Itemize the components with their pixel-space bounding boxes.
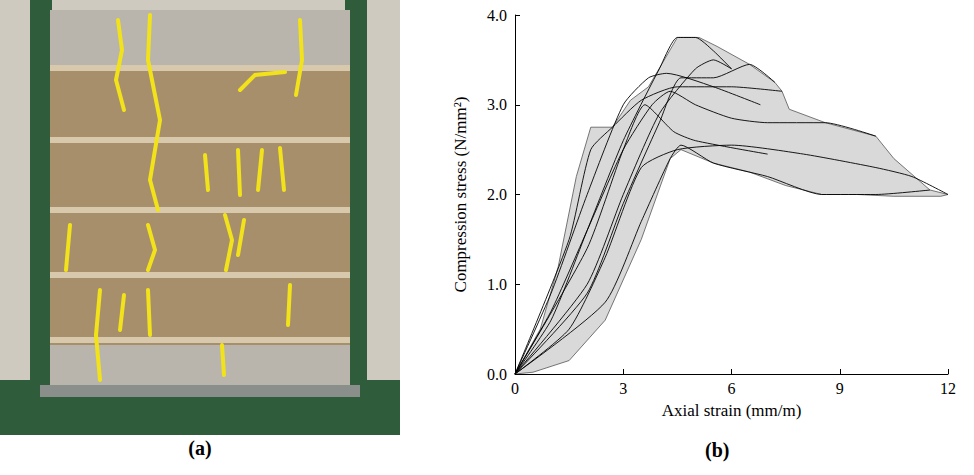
html-text:(a): (a) bbox=[188, 437, 212, 459]
svg-text:(b): (b) bbox=[705, 439, 729, 462]
svg-text:3.0: 3.0 bbox=[487, 96, 507, 113]
svg-text:9: 9 bbox=[836, 380, 844, 397]
svg-text:0: 0 bbox=[511, 380, 519, 397]
svg-text:1.0: 1.0 bbox=[487, 276, 507, 293]
svg-text:3: 3 bbox=[619, 380, 627, 397]
svg-text:0.0: 0.0 bbox=[487, 366, 507, 383]
svg-text:2.0: 2.0 bbox=[487, 186, 507, 203]
svg-text:4.0: 4.0 bbox=[487, 7, 507, 24]
svg-text:Axial strain (mm/m): Axial strain (mm/m) bbox=[662, 401, 802, 420]
svg-text:6: 6 bbox=[728, 380, 736, 397]
svg-text:Compression stress (N/mm²): Compression stress (N/mm²) bbox=[451, 97, 470, 293]
svg-text:12: 12 bbox=[940, 380, 956, 397]
